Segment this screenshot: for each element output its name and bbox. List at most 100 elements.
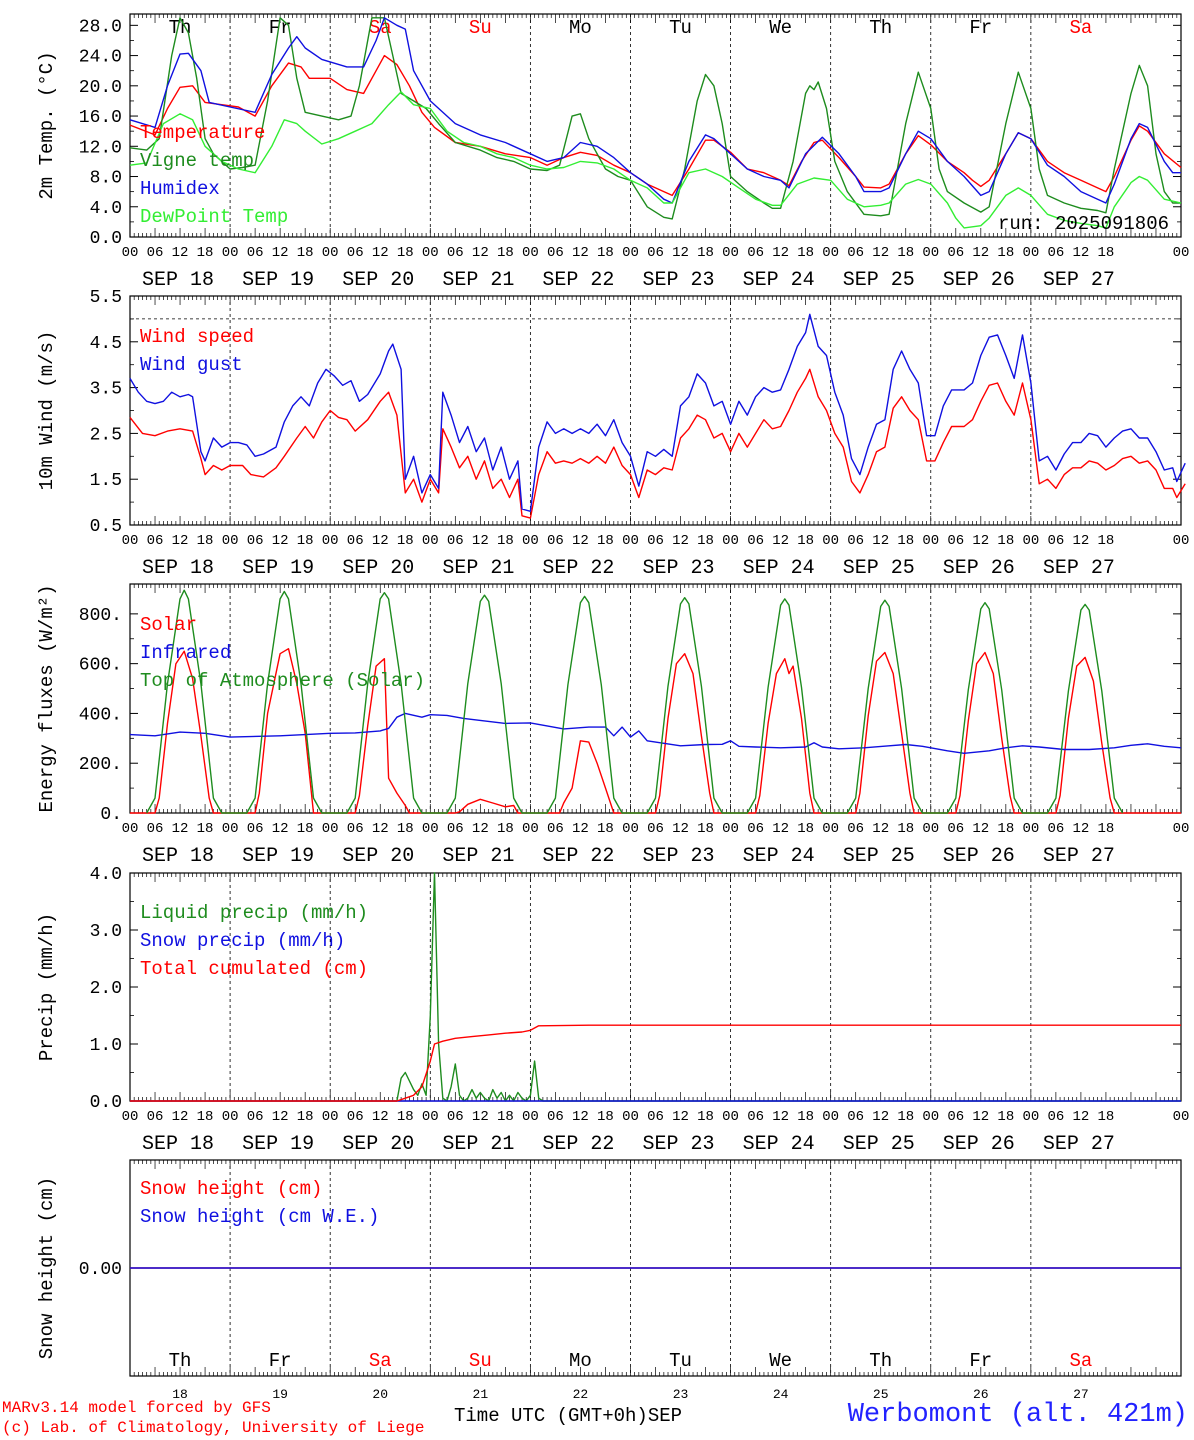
- hour-tick-label: 12: [872, 533, 889, 549]
- day-number-label: 24: [773, 1387, 789, 1402]
- date-label: SEP 19: [242, 557, 314, 580]
- hour-tick-label: 00: [922, 533, 939, 549]
- day-name-label: Fr: [969, 1350, 992, 1372]
- date-label: SEP 26: [943, 1133, 1015, 1156]
- hour-tick-label: 12: [372, 533, 389, 549]
- hour-tick-label: 00: [522, 245, 539, 261]
- date-label: SEP 21: [442, 1133, 514, 1156]
- legend-entry: Snow height (cm W.E.): [140, 1206, 379, 1228]
- hour-tick-label: 06: [247, 1109, 264, 1125]
- hour-tick-label: 00: [422, 245, 439, 261]
- y-tick-label: 2.0: [90, 979, 122, 999]
- y-axis-label: Precip (mm/h): [36, 913, 58, 1061]
- hour-tick-label: 00: [322, 245, 339, 261]
- hour-tick-label: 06: [647, 245, 664, 261]
- hour-tick-label: 06: [347, 821, 364, 837]
- legend-entry: Wind gust: [140, 354, 243, 376]
- hour-tick-label: 06: [947, 1109, 964, 1125]
- hour-tick-label: 12: [272, 1109, 289, 1125]
- day-number-label: 27: [1073, 1387, 1089, 1402]
- date-label: SEP 18: [142, 845, 214, 868]
- hour-tick-label: 00: [522, 1109, 539, 1125]
- hour-tick-label: 06: [1047, 245, 1064, 261]
- hour-tick-label: 12: [572, 245, 589, 261]
- hour-tick-label: 18: [497, 245, 514, 261]
- hour-tick-label: 12: [172, 533, 189, 549]
- series-line: [129, 313, 1186, 512]
- hour-tick-label: 00: [822, 245, 839, 261]
- hour-tick-label: 06: [347, 1109, 364, 1125]
- date-label: SEP 24: [743, 845, 815, 868]
- hour-tick-label: 00: [322, 1109, 339, 1125]
- series-line: [129, 91, 1182, 229]
- series-line: [129, 17, 1181, 204]
- series-line: [130, 648, 1181, 814]
- hour-tick-label: 12: [872, 821, 889, 837]
- day-name-label: Th: [169, 1350, 192, 1372]
- hour-tick-label: 18: [597, 533, 614, 549]
- hour-tick-label: 18: [997, 821, 1014, 837]
- hour-tick-label: 18: [397, 1109, 414, 1125]
- hour-tick-label: 00: [822, 821, 839, 837]
- hour-tick-label: 06: [847, 1109, 864, 1125]
- hour-tick-label: 00: [222, 245, 239, 261]
- hour-tick-label: 12: [772, 533, 789, 549]
- date-label: SEP 26: [943, 557, 1015, 580]
- hour-tick-label: 18: [497, 533, 514, 549]
- y-axis-label: 10m Wind (m/s): [36, 331, 58, 491]
- hour-tick-label: 06: [847, 245, 864, 261]
- date-label: SEP 26: [943, 845, 1015, 868]
- hour-tick-label: 12: [872, 1109, 889, 1125]
- hour-tick-label: 18: [1098, 533, 1115, 549]
- hour-tick-label: 06: [347, 245, 364, 261]
- date-label: SEP 20: [342, 269, 414, 292]
- hour-tick-label: 18: [197, 1109, 214, 1125]
- y-tick-label: 0.00: [79, 1260, 122, 1280]
- hour-tick-label: 00: [822, 533, 839, 549]
- hour-tick-label: 18: [797, 1109, 814, 1125]
- hour-tick-label: 18: [997, 1109, 1014, 1125]
- hour-tick-label: 00: [722, 245, 739, 261]
- day-name-label: Tu: [669, 1350, 692, 1372]
- day-number-label: 22: [573, 1387, 589, 1402]
- date-label: SEP 23: [643, 1133, 715, 1156]
- y-tick-label: 20.0: [79, 78, 122, 98]
- date-label: SEP 18: [142, 269, 214, 292]
- hour-tick-label: 00: [222, 533, 239, 549]
- date-label: SEP 18: [142, 1133, 214, 1156]
- date-label: SEP 24: [743, 1133, 815, 1156]
- day-number-label: 21: [473, 1387, 489, 1402]
- y-tick-label: 8.0: [90, 169, 122, 189]
- hour-tick-label: 06: [147, 1109, 164, 1125]
- series-line: [130, 872, 1181, 1102]
- plot-frame: [129, 295, 1182, 526]
- day-name-label: Tu: [669, 17, 692, 39]
- day-name-label: We: [769, 1350, 792, 1372]
- hour-tick-label: 12: [372, 1109, 389, 1125]
- series-line: [129, 368, 1186, 519]
- hour-tick-label: 12: [672, 533, 689, 549]
- hour-tick-label: 06: [547, 1109, 564, 1125]
- hour-tick-label: 12: [572, 533, 589, 549]
- hour-tick-label: 06: [447, 245, 464, 261]
- run-annotation: run: 2025091806: [998, 213, 1169, 235]
- series-line: [129, 712, 1182, 754]
- plot-frame: [129, 583, 1182, 814]
- day-name-label: Sa: [1069, 17, 1092, 39]
- hour-tick-label: 06: [347, 533, 364, 549]
- y-tick-label: 0.0: [90, 1093, 122, 1113]
- hour-tick-label: 00: [622, 533, 639, 549]
- hour-tick-label: 12: [172, 821, 189, 837]
- y-tick-label: 0.0: [90, 229, 122, 249]
- day-number-label: 23: [673, 1387, 689, 1402]
- hour-tick-label: 12: [972, 245, 989, 261]
- y-axis-label: Energy fluxes (W/m²): [36, 584, 58, 812]
- hour-tick-label: 12: [1072, 533, 1089, 549]
- hour-tick-label: 06: [747, 245, 764, 261]
- day-number-label: 25: [873, 1387, 889, 1402]
- date-label: SEP 27: [1043, 1133, 1115, 1156]
- hour-tick-label: 00: [922, 821, 939, 837]
- date-label: SEP 27: [1043, 557, 1115, 580]
- y-tick-label: 0.5: [90, 517, 122, 537]
- date-label: SEP 22: [542, 557, 614, 580]
